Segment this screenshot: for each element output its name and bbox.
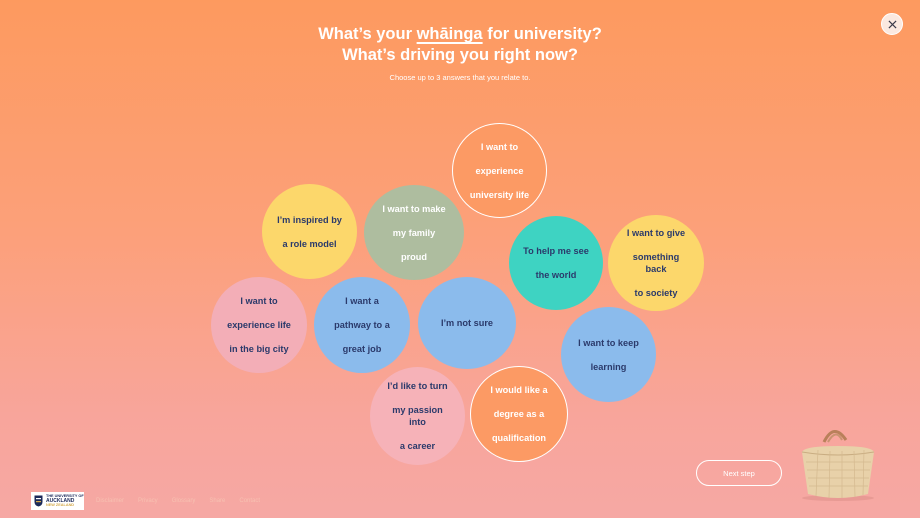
option-pathway-great-job[interactable]: I want a pathway to a great job — [314, 277, 410, 373]
option-label: learning — [590, 361, 627, 372]
footer-link-share[interactable]: Share — [209, 498, 226, 504]
title-line1-start: What’s your — [318, 25, 417, 43]
option-label: I want to keep — [578, 337, 639, 348]
option-inspired-by-role-model[interactable]: I’m inspired by a role model — [262, 184, 357, 279]
footer-link-disclaimer[interactable]: Disclaimer — [96, 498, 125, 504]
option-help-see-world[interactable]: To help me see the world — [509, 216, 603, 310]
option-label: something back — [632, 252, 680, 274]
option-label: to society — [634, 288, 678, 298]
option-label: I’m inspired by — [277, 214, 342, 225]
university-logo[interactable]: THE UNIVERSITY OF AUCKLAND NEW ZEALAND — [31, 492, 84, 510]
option-label: I want to — [240, 296, 278, 306]
kete-basket-icon — [801, 430, 875, 501]
option-label: experience — [475, 165, 524, 176]
option-label: qualification — [491, 433, 547, 443]
logo-text: THE UNIVERSITY OF — [46, 494, 84, 499]
instruction-text: Choose up to 3 answers that you relate t… — [389, 73, 531, 82]
logo-text: AUCKLAND — [46, 497, 75, 504]
option-label: degree as a — [493, 409, 545, 419]
footer-link-contact[interactable]: Contact — [239, 498, 261, 504]
option-degree-qualification[interactable]: I would like a degree as a qualification — [470, 366, 568, 462]
option-experience-big-city[interactable]: I want to experience life in the big city — [211, 277, 307, 373]
option-label: I want to make — [382, 203, 446, 214]
title-line2: What’s driving you right now? — [342, 46, 578, 64]
footer-link-glossary[interactable]: Glossary — [171, 498, 196, 504]
footer-nav: Disclaimer Privacy Glossary Share Contac… — [96, 498, 260, 504]
option-label: university life — [469, 189, 530, 200]
option-make-family-proud[interactable]: I want to make my family proud — [364, 185, 464, 280]
title-highlight-word[interactable]: whāinga — [416, 25, 483, 43]
logo-text: NEW ZEALAND — [46, 503, 75, 508]
option-not-sure[interactable]: I’m not sure — [418, 277, 516, 369]
option-label: my passion into — [392, 405, 443, 427]
option-label: I want to — [480, 141, 519, 152]
close-icon — [887, 19, 897, 29]
option-label: proud — [400, 251, 428, 262]
option-label: I want a — [345, 296, 379, 306]
option-give-back-to-society[interactable]: I want to give something back to society — [608, 215, 704, 311]
option-label: I’d like to turn — [387, 381, 448, 391]
option-label: I would like a — [490, 385, 548, 395]
option-label: To help me see — [523, 246, 589, 256]
option-label: the world — [535, 270, 577, 280]
option-label: pathway to a — [334, 320, 390, 330]
footer-link-privacy[interactable]: Privacy — [138, 498, 158, 504]
close-button[interactable] — [881, 13, 903, 35]
option-keep-learning[interactable]: I want to keep learning — [561, 307, 656, 402]
option-label: a career — [399, 441, 436, 451]
option-label: I’m not sure — [440, 318, 494, 328]
option-label: in the big city — [229, 344, 289, 354]
page-title: What’s your whāinga for university? What… — [0, 24, 920, 66]
option-label: a role model — [282, 238, 337, 249]
option-experience-university-life[interactable]: I want to experience university life — [452, 123, 547, 218]
next-step-button[interactable]: Next step — [696, 460, 782, 486]
option-label: my family — [392, 227, 436, 238]
title-line1-end: for university? — [482, 25, 602, 43]
option-label: experience life — [227, 320, 291, 330]
crest-icon — [34, 495, 43, 507]
option-label: great job — [342, 344, 382, 354]
option-passion-into-career[interactable]: I’d like to turn my passion into a career — [370, 367, 465, 465]
option-label: I want to give — [626, 228, 686, 238]
